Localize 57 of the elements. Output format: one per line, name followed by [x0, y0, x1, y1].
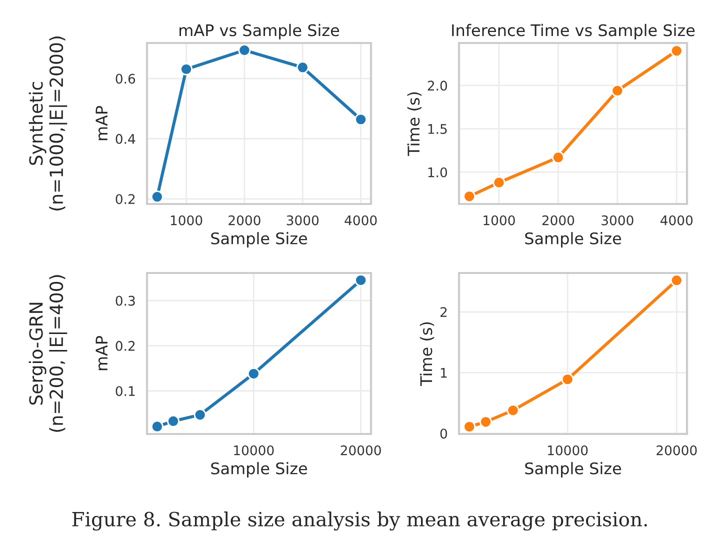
y-tick-label: 0.1	[116, 386, 135, 396]
y-tick-label: 0.4	[116, 134, 136, 144]
point	[247, 367, 260, 380]
y-axis-title: Time (s)	[407, 92, 422, 156]
x-axis-title: Sample Size	[211, 462, 308, 478]
point	[296, 61, 309, 74]
point	[238, 44, 251, 56]
point	[150, 420, 164, 433]
point	[463, 190, 476, 203]
y-tick-label: 2.0	[428, 80, 448, 91]
x-tick-label: 1000	[170, 215, 202, 226]
x-tick-label: 10000	[234, 445, 274, 456]
x-axis-title: Sample Size	[525, 462, 622, 478]
chart-title: Inference Time vs Sample Size	[452, 24, 695, 40]
y-axis-title: Time (s)	[420, 322, 434, 386]
caption: Figure 8. Sample size analysis by mean average precision.	[72, 511, 647, 531]
point	[561, 373, 574, 386]
y-axis-title: mAP	[96, 106, 108, 140]
x-tick-label: 2000	[542, 215, 574, 226]
x-axis-title: Sample Size	[211, 232, 308, 248]
point	[479, 416, 492, 428]
point	[194, 408, 206, 422]
y-tick-label: 0.2	[116, 340, 135, 351]
y-tick-label: 0.2	[116, 194, 135, 204]
point	[354, 113, 368, 126]
y-axis-title: mAP	[96, 336, 108, 370]
text: Synthetic (n=1000,|E|=2000)	[28, 36, 68, 210]
y-tick-label: 0	[440, 428, 448, 439]
point	[611, 84, 624, 97]
chart-title: mAP vs Sample Size	[180, 24, 340, 40]
x-tick-label: 20000	[340, 445, 381, 456]
y-tick-label: 1.0	[428, 167, 448, 178]
point	[463, 420, 476, 433]
y-tick-label: 1.5	[428, 124, 447, 134]
x-tick-label: 3000	[602, 215, 634, 226]
point	[552, 151, 564, 164]
x-tick-label: 10000	[548, 445, 588, 456]
x-tick-label: 20000	[656, 445, 697, 456]
text: Sergio-GRN (n=200, |E|=400)	[28, 275, 68, 432]
point	[180, 62, 193, 76]
x-tick-label: 3000	[286, 215, 319, 226]
y-tick-label: 0.3	[116, 296, 135, 306]
x-tick-label: 4000	[660, 215, 693, 226]
point	[670, 274, 683, 287]
point	[506, 404, 520, 417]
x-tick-label: 2000	[228, 215, 260, 226]
x-axis-title: Sample Size	[525, 232, 622, 248]
y-tick-label: 1	[440, 368, 447, 378]
point	[492, 176, 506, 189]
point	[354, 274, 368, 286]
point	[150, 190, 164, 204]
x-tick-label: 4000	[344, 215, 377, 226]
x-tick-label: 1000	[484, 215, 515, 226]
point	[670, 44, 683, 58]
point	[167, 414, 180, 428]
y-tick-label: 0.6	[116, 74, 136, 84]
y-tick-label: 2	[440, 307, 447, 317]
